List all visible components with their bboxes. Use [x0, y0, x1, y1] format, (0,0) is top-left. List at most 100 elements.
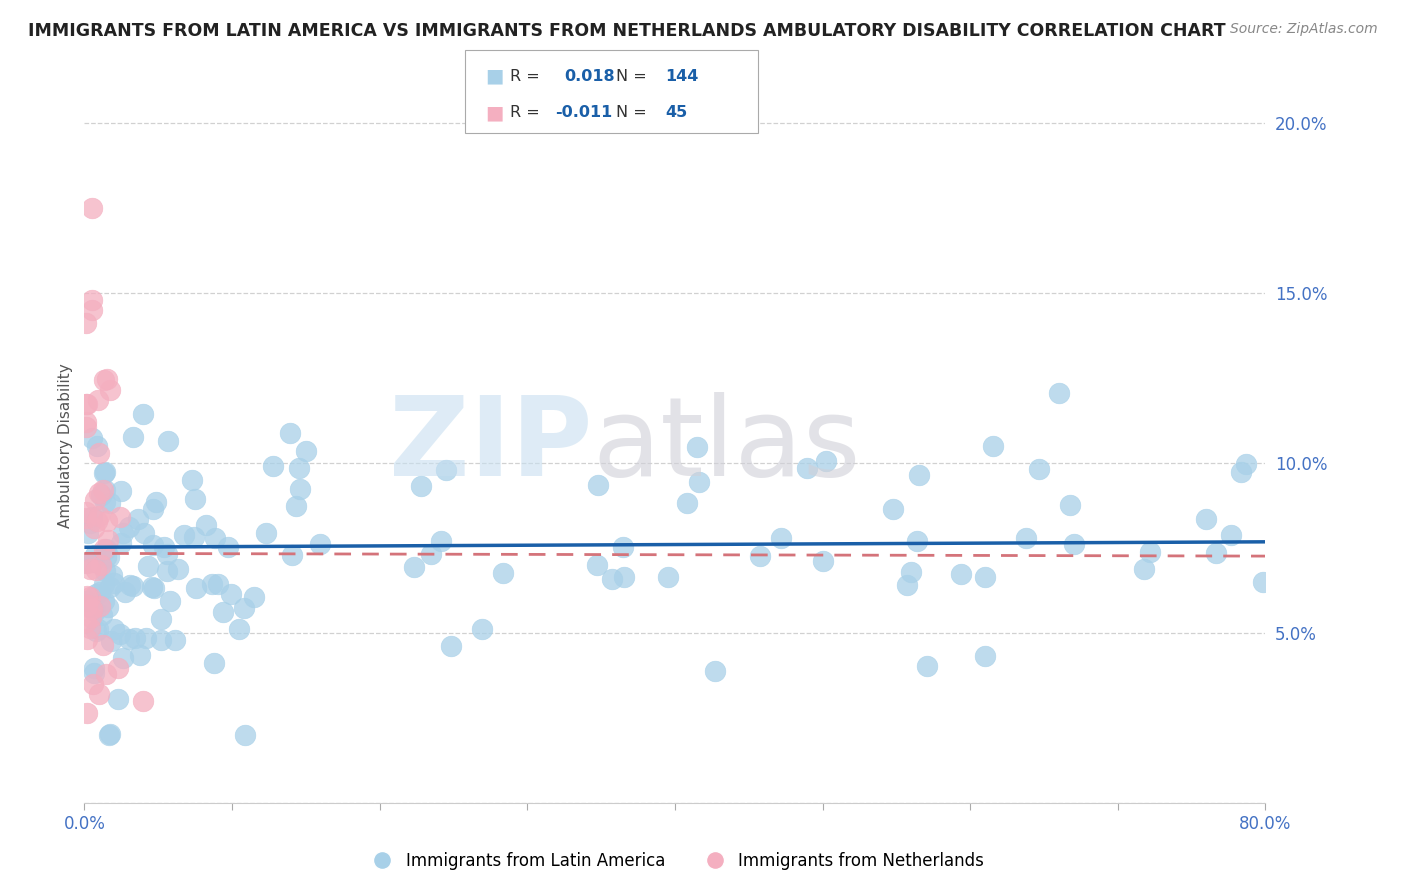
Point [93, 483, 115, 497]
Point [1063, 536, 1085, 550]
Point [173, 528, 195, 542]
Point [1015, 532, 1038, 546]
Point [243, 590, 266, 604]
Point [94, 666, 117, 681]
Point [80, 201, 103, 215]
Point [308, 537, 330, 551]
Point [98, 728, 121, 742]
Point [896, 578, 918, 592]
Point [814, 453, 837, 467]
Point [100, 726, 122, 740]
Legend: Immigrants from Latin America, Immigrants from Netherlands: Immigrants from Latin America, Immigrant… [359, 846, 991, 877]
Point [97, 599, 120, 614]
Point [75, 419, 97, 434]
Point [76, 706, 98, 720]
Point [183, 530, 205, 544]
Point [97, 550, 120, 565]
Point [1059, 499, 1081, 513]
Text: N =: N = [616, 69, 652, 84]
Point [149, 633, 172, 648]
Point [75, 316, 97, 330]
Text: atlas: atlas [592, 392, 860, 500]
Point [127, 512, 149, 526]
Point [141, 580, 163, 594]
Point [94, 564, 117, 578]
Text: R =: R = [510, 105, 546, 120]
Point [80, 510, 103, 524]
Point [87, 445, 110, 459]
Point [83, 665, 105, 680]
Point [83, 521, 105, 535]
Point [118, 578, 141, 592]
Point [93, 541, 115, 556]
Point [202, 656, 225, 670]
Point [80, 293, 103, 307]
Point [613, 570, 636, 584]
Point [135, 631, 157, 645]
Point [254, 525, 277, 540]
Point [91, 638, 114, 652]
Point [492, 566, 515, 581]
Point [79, 591, 101, 605]
Point [79, 621, 101, 635]
Point [440, 640, 463, 654]
Point [402, 560, 425, 574]
Point [76, 598, 98, 612]
Text: ■: ■ [485, 103, 503, 122]
Text: R =: R = [510, 69, 546, 84]
Point [96, 372, 118, 386]
Point [949, 567, 972, 582]
Point [411, 479, 433, 493]
Point [82, 591, 104, 605]
Point [90, 487, 112, 501]
Point [93, 466, 115, 480]
Point [97, 533, 120, 548]
Point [111, 650, 134, 665]
Point [748, 549, 770, 563]
Point [419, 547, 441, 561]
Point [686, 440, 709, 454]
Point [1195, 511, 1218, 525]
Point [688, 475, 710, 489]
Point [811, 554, 834, 568]
Point [121, 430, 143, 444]
Point [145, 495, 167, 509]
Point [75, 505, 97, 519]
Point [84, 548, 107, 562]
Point [1132, 562, 1154, 576]
Point [83, 604, 105, 618]
Point [143, 581, 166, 595]
Point [89, 585, 111, 599]
Point [103, 576, 125, 591]
Point [89, 687, 111, 701]
Text: 45: 45 [665, 105, 688, 120]
Point [80, 303, 103, 318]
Point [281, 548, 304, 562]
Y-axis label: Ambulatory Disability: Ambulatory Disability [58, 364, 73, 528]
Point [124, 632, 146, 646]
Point [79, 555, 101, 569]
Point [882, 502, 904, 516]
Point [1230, 465, 1253, 479]
Point [83, 660, 105, 674]
Point [98, 580, 121, 594]
Point [136, 559, 159, 574]
Point [111, 526, 134, 541]
Point [278, 426, 301, 441]
Point [87, 393, 110, 408]
Point [905, 534, 928, 549]
Point [228, 622, 250, 636]
Point [1139, 545, 1161, 559]
Point [80, 601, 103, 615]
Point [107, 691, 129, 706]
Point [80, 610, 103, 624]
Point [100, 383, 122, 397]
Text: ZIP: ZIP [389, 392, 592, 500]
Point [96, 549, 118, 564]
Point [295, 444, 318, 458]
Point [600, 572, 623, 586]
Point [93, 594, 115, 608]
Point [75, 415, 97, 429]
Point [103, 622, 125, 636]
Point [1236, 458, 1258, 472]
